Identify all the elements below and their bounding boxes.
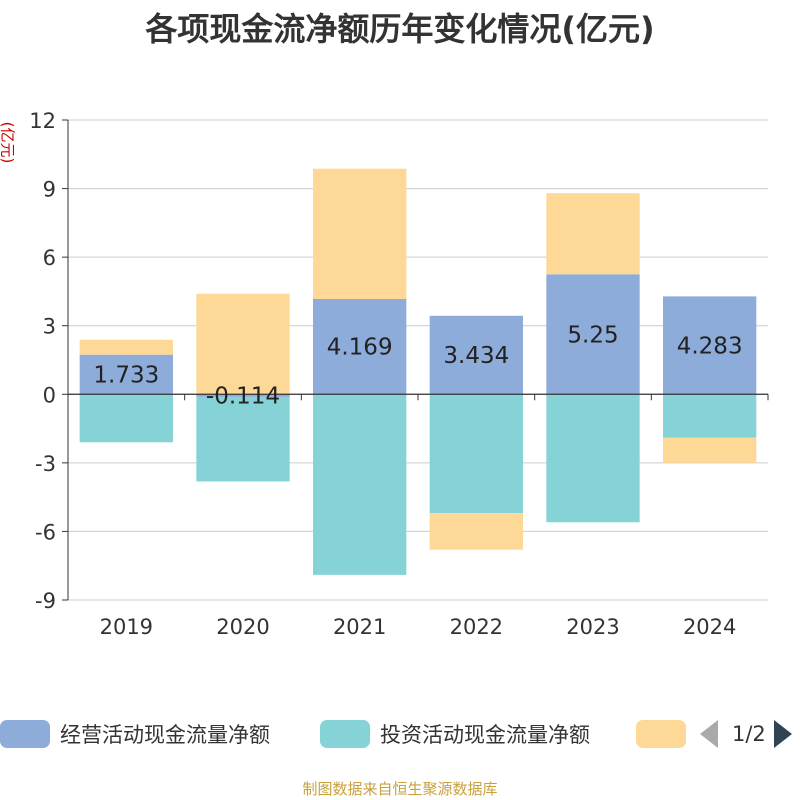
y-tick-label-6: 9 (43, 178, 56, 202)
x-tick-label-2023: 2023 (566, 615, 619, 639)
y-tick-label-1: -6 (35, 520, 56, 544)
pager-page-indicator: 1/2 (732, 722, 766, 746)
data-label-2022: 3.434 (443, 343, 509, 369)
bar-s0-2019[interactable] (79, 354, 173, 395)
pager-next-icon[interactable] (773, 720, 792, 748)
x-tick-label-2024: 2024 (683, 615, 736, 639)
legend-label-operating: 经营活动现金流量净额 (60, 723, 270, 747)
bar-s2-2023[interactable] (546, 193, 640, 275)
legend-swatch-third (636, 720, 686, 748)
bar-s2-2019[interactable] (79, 339, 173, 355)
pager-prev-icon[interactable] (700, 720, 718, 748)
y-tick-label-0: -9 (35, 589, 56, 613)
y-tick-label-3: 0 (43, 383, 56, 407)
bar-s1-2022[interactable] (429, 394, 523, 514)
x-tick-label-2020: 2020 (216, 615, 269, 639)
legend-item-third[interactable] (636, 716, 686, 752)
x-tick-label-2022: 2022 (450, 615, 503, 639)
bar-s2-2024[interactable] (663, 437, 757, 463)
legend-label-investing: 投资活动现金流量净额 (380, 723, 590, 747)
data-label-2023: 5.25 (567, 322, 618, 348)
bar-s2-2022[interactable] (429, 513, 523, 550)
bar-s2-2020[interactable] (196, 293, 290, 395)
data-label-2021: 4.169 (327, 335, 393, 361)
y-tick-label-2: -3 (35, 452, 56, 476)
data-label-2019: 1.733 (93, 362, 159, 388)
bar-s1-2023[interactable] (546, 394, 640, 523)
bar-s0-2023[interactable] (546, 274, 640, 395)
bar-s0-2022[interactable] (429, 315, 523, 395)
y-tick-label-4: 3 (43, 315, 56, 339)
data-label-2020: -0.114 (206, 384, 280, 410)
bar-s0-2021[interactable] (313, 298, 407, 395)
bar-s1-2021[interactable] (313, 394, 407, 575)
legend-pager: 1/2 (700, 716, 792, 752)
bar-s1-2019[interactable] (79, 394, 173, 443)
source-note: 制图数据来自恒生聚源数据库 (302, 780, 498, 798)
bar-s1-2024[interactable] (663, 394, 757, 438)
chart-title: 各项现金流净额历年变化情况(亿元) (145, 10, 655, 48)
data-label-2024: 4.283 (677, 333, 743, 359)
bar-s0-2024[interactable] (663, 296, 757, 395)
legend-swatch-investing (320, 720, 370, 748)
legend-item-operating[interactable]: 经营活动现金流量净额 (0, 716, 270, 752)
bars (79, 168, 757, 575)
legend: 经营活动现金流量净额 投资活动现金流量净额 (0, 716, 800, 752)
bar-s2-2021[interactable] (313, 168, 407, 299)
x-tick-label-2021: 2021 (333, 615, 386, 639)
bar-s0-2020[interactable] (196, 394, 290, 397)
data-labels: 1.733 -0.114 4.169 3.434 5.25 4.283 (93, 322, 742, 409)
y-tick-label-7: 12 (29, 109, 56, 133)
chart-plot: -9 -6 -3 0 3 6 9 12 2019 2020 2021 2022 2023 2024 1.7… (29, 109, 769, 639)
legend-item-investing[interactable]: 投资活动现金流量净额 (320, 716, 590, 752)
x-tick-label-2019: 2019 (100, 615, 153, 639)
axes: -9 -6 -3 0 3 6 9 12 2019 2020 2021 2022 2023 2024 (29, 109, 769, 639)
bar-s1-2020[interactable] (196, 396, 290, 482)
y-tick-label-5: 6 (43, 246, 56, 270)
legend-swatch-operating (0, 720, 50, 748)
